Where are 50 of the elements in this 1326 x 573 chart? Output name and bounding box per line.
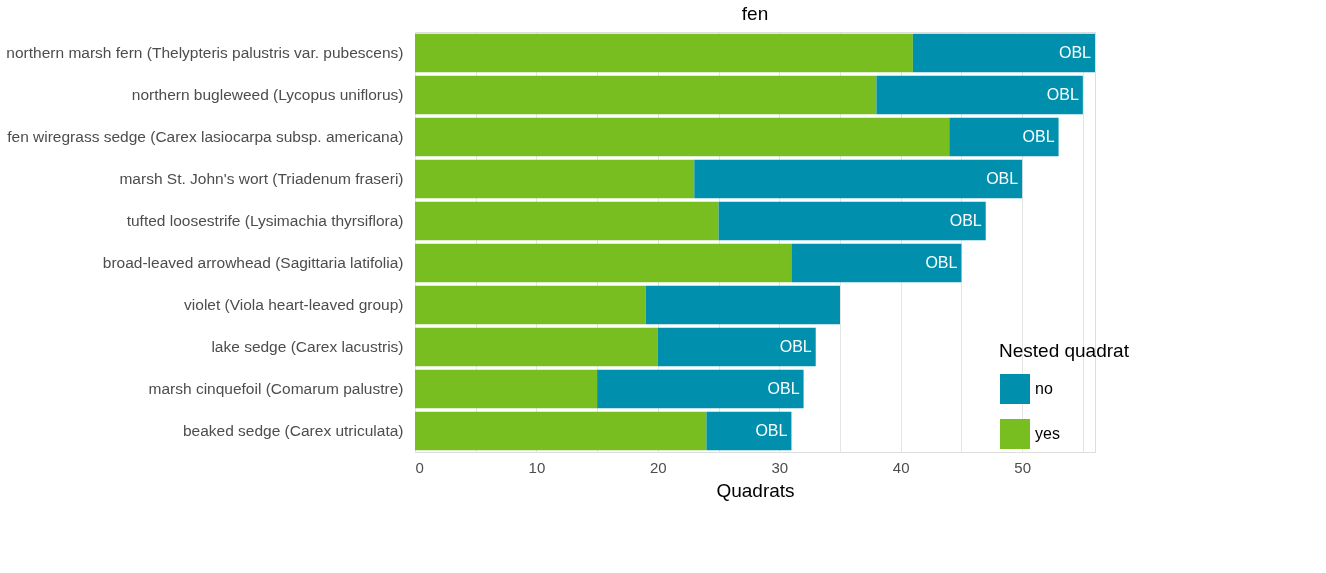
annotation: OBL	[767, 380, 800, 397]
y-tick-label: violet (Viola heart-leaved group)	[184, 296, 404, 313]
annotation: OBL	[949, 212, 982, 229]
bar	[415, 243, 792, 283]
bar	[415, 369, 598, 409]
bar	[415, 201, 719, 241]
bar	[415, 285, 646, 325]
legend-label: no	[1035, 380, 1053, 397]
x-tick-label: 20	[650, 458, 667, 476]
y-tick-label: fen wiregrass sedge (Carex lasiocarpa subsp. americana)	[7, 128, 404, 145]
x-axis-title: Quadrats	[716, 479, 795, 501]
y-tick-label: northern bugleweed (Lycopus uniflorus)	[131, 86, 404, 103]
bar	[415, 159, 695, 199]
bar	[706, 411, 792, 451]
y-tick-label: marsh St. John's wort (Triadenum fraseri)	[119, 170, 404, 187]
chart-title: fen	[741, 3, 769, 24]
bar	[657, 327, 816, 367]
annotation: OBL	[755, 422, 788, 439]
x-tick-label: 10	[528, 458, 546, 476]
annotation: OBL	[1058, 44, 1092, 61]
annotation: OBL	[986, 170, 1019, 187]
legend-label: yes	[1035, 425, 1060, 442]
bar	[694, 159, 1023, 199]
bar	[949, 117, 1059, 157]
bar	[415, 411, 707, 451]
y-tick-label: tufted loosestrife (Lysimachia thyrsiflora)	[126, 212, 404, 229]
bar	[718, 201, 986, 241]
bar	[876, 75, 1083, 115]
y-tick-label: beaked sedge (Carex utriculata)	[182, 422, 404, 439]
annotation: OBL	[779, 338, 812, 355]
annotation: OBL	[925, 254, 958, 271]
bar	[597, 369, 804, 409]
bar	[415, 117, 950, 157]
annotation: OBL	[1046, 86, 1079, 103]
x-tick-label: 50	[1014, 458, 1031, 476]
bar	[415, 33, 913, 73]
x-tick-label: 30	[771, 458, 789, 476]
bar	[415, 327, 658, 367]
legend-title: Nested quadrat	[999, 340, 1130, 361]
bar	[791, 243, 962, 283]
x-tick-label: 0	[415, 458, 424, 476]
y-tick-label: northern marsh fern (Thelypteris palustris var. pubescens)	[6, 44, 404, 61]
y-tick-label: marsh cinquefoil (Comarum palustre)	[148, 380, 404, 397]
y-tick-label: broad-leaved arrowhead (Sagittaria latifolia)	[102, 254, 404, 271]
bar	[912, 33, 1095, 73]
bar	[645, 285, 840, 325]
annotation: OBL	[1022, 128, 1055, 145]
x-tick-label: 40	[892, 458, 910, 476]
bar	[415, 75, 877, 115]
y-tick-label: lake sedge (Carex lacustris)	[211, 338, 404, 355]
